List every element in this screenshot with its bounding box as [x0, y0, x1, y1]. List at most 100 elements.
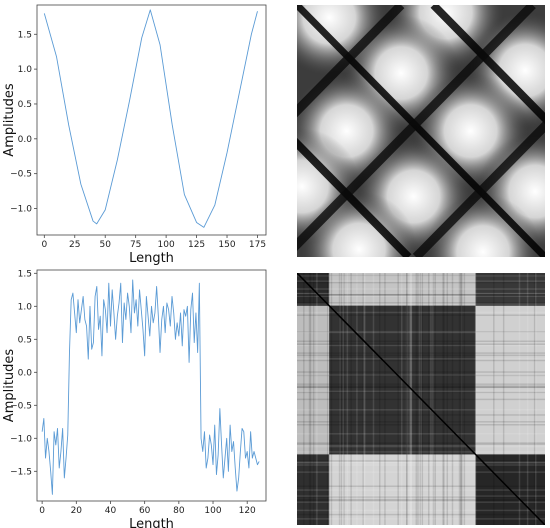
- recurrence-stripe: [297, 409, 545, 411]
- recurrence-stripe: [297, 391, 545, 394]
- recurrence-stripe: [297, 275, 545, 277]
- recurrence-stripe: [343, 273, 345, 525]
- bottom-x-tick-label: 20: [71, 506, 83, 516]
- recurrence-stripe: [297, 343, 545, 345]
- recurrence-stripe: [297, 344, 545, 347]
- recurrence-stripe: [297, 433, 545, 435]
- recurrence-stripe: [460, 273, 462, 525]
- recurrence-stripe: [297, 471, 545, 473]
- bottom-y-tick-label: 1.5: [18, 269, 32, 279]
- recurrence-stripe: [417, 273, 419, 525]
- recurrence-stripe: [297, 485, 545, 487]
- top-y-tick-label: −1.0: [10, 205, 32, 215]
- recurrence-stripe: [297, 423, 545, 426]
- recurrence-stripe: [502, 273, 505, 525]
- recurrence-stripe: [297, 352, 545, 354]
- recurrence-dark-diagonal: [297, 5, 545, 257]
- recurrence-stripe: [451, 273, 454, 525]
- recurrence-stripe: [308, 273, 311, 525]
- recurrence-block: [475, 305, 545, 455]
- recurrence-stripe: [297, 499, 545, 502]
- recurrence-stripe: [421, 273, 424, 525]
- recurrence-stripe: [410, 273, 413, 525]
- recurrence-stripe: [493, 273, 495, 525]
- line-chart-bottom: 0 20 40 60 80 100 120 −1.5 −1.0 −0.5 0.0 0.5 1.0 1.5 L…: [2, 269, 267, 528]
- recurrence-bright-region: [301, 191, 417, 257]
- top-x-tick-label: 0: [41, 240, 47, 250]
- recurrence-stripe: [406, 273, 408, 525]
- recurrence-stripe: [443, 273, 445, 525]
- recurrence-stripe: [297, 390, 545, 393]
- recurrence-stripe: [297, 354, 545, 357]
- recurrence-stripe: [297, 383, 545, 385]
- bottom-x-tick-label: 0: [39, 506, 45, 516]
- top-y-tick-label: 0.5: [18, 100, 32, 110]
- top-x-axis-label: Length: [129, 251, 174, 266]
- recurrence-stripe: [316, 273, 318, 525]
- recurrence-stripe: [297, 385, 545, 387]
- recurrence-stripe: [474, 273, 477, 525]
- recurrence-stripe: [297, 461, 545, 463]
- top-plot-frame: [36, 4, 267, 236]
- recurrence-dark-diagonal: [297, 137, 412, 257]
- recurrence-stripe: [397, 273, 399, 525]
- recurrence-stripe: [356, 273, 358, 525]
- recurrence-stripe: [297, 293, 545, 296]
- recurrence-stripe: [297, 281, 545, 284]
- recurrence-block: [329, 454, 476, 525]
- recurrence-stripe: [297, 421, 545, 423]
- recurrence-dark-diagonal: [430, 5, 545, 125]
- recurrence-stripe: [338, 273, 341, 525]
- recurrence-stripe: [350, 273, 352, 525]
- top-x-tick-label: 100: [158, 240, 175, 250]
- recurrence-stripe: [297, 302, 545, 304]
- recurrence-stripe: [297, 442, 545, 444]
- bottom-y-tick-label: −0.5: [10, 401, 32, 411]
- bottom-series-line: [41, 279, 260, 495]
- recurrence-stripe: [330, 273, 333, 525]
- recurrence-stripe: [297, 295, 545, 298]
- recurrence-stripe: [297, 371, 545, 373]
- recurrence-stripe: [297, 314, 545, 316]
- recurrence-stripe: [297, 292, 545, 295]
- recurrence-stripe: [297, 462, 545, 464]
- recurrence-stripe: [297, 374, 545, 376]
- recurrence-stripe: [460, 273, 463, 525]
- recurrence-dark-antidiagonal: [297, 5, 405, 118]
- recurrence-stripe: [297, 359, 545, 362]
- recurrence-stripe: [326, 273, 329, 525]
- recurrence-stripe: [410, 273, 412, 525]
- recurrence-stripe: [297, 451, 545, 453]
- recurrence-stripe: [410, 273, 412, 525]
- recurrence-dark-antidiagonal: [412, 119, 545, 257]
- recurrence-stripe: [328, 273, 330, 525]
- recurrence-stripe: [297, 495, 545, 497]
- bottom-y-tick-label: −1.0: [10, 434, 32, 444]
- recurrence-stripe: [297, 280, 545, 282]
- recurrence-stripe: [312, 273, 315, 525]
- recurrence-main-diagonal: [297, 273, 545, 525]
- recurrence-stripe: [297, 501, 545, 503]
- recurrence-dark-antidiagonal: [297, 5, 536, 251]
- recurrence-stripe: [297, 386, 545, 388]
- recurrence-stripe: [297, 445, 545, 448]
- recurrence-stripe: [406, 273, 409, 525]
- recurrence-stripe: [297, 414, 545, 416]
- recurrence-stripe: [384, 273, 386, 525]
- recurrence-stripe: [430, 273, 432, 525]
- recurrence-dark-diagonal: [24, 5, 272, 257]
- recurrence-stripe: [297, 311, 545, 314]
- top-series-line: [43, 9, 258, 228]
- recurrence-stripe: [309, 273, 312, 525]
- recurrence-stripe: [303, 273, 305, 525]
- recurrence-stripe: [297, 274, 545, 277]
- recurrence-stripe: [408, 273, 411, 525]
- top-x-tick-label: 125: [188, 240, 205, 250]
- top-x-tick-label: 75: [130, 240, 141, 250]
- top-y-tick-label: 1.0: [18, 65, 33, 75]
- recurrence-stripe: [297, 489, 545, 491]
- recurrence-stripe: [427, 273, 430, 525]
- recurrence-stripe: [362, 273, 364, 525]
- recurrence-stripe: [297, 293, 545, 296]
- recurrence-stripe: [460, 273, 462, 525]
